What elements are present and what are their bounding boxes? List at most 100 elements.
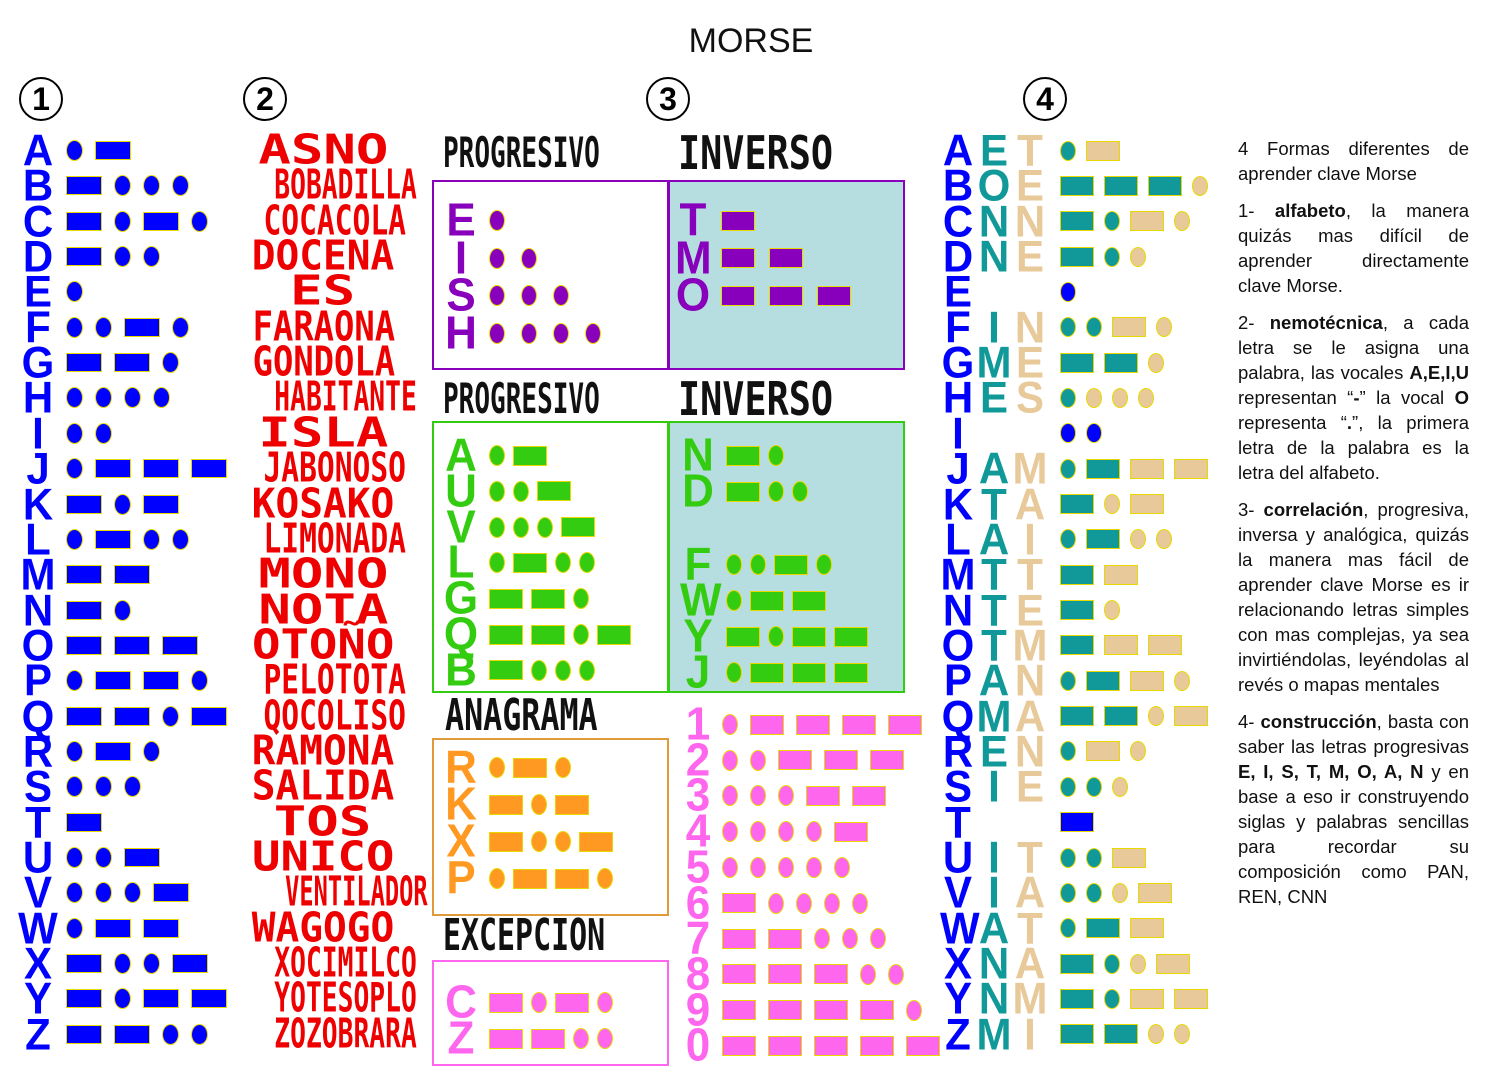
morse-dash xyxy=(768,1000,802,1021)
morse-dot xyxy=(1086,387,1102,408)
morse-dash xyxy=(1138,882,1172,903)
mnemonic-word: HABITANTE xyxy=(248,377,416,418)
morse-dash xyxy=(597,624,631,645)
alphabet-row: K xyxy=(18,479,179,529)
morse-code xyxy=(489,659,595,681)
alphabet-row: C xyxy=(18,196,208,246)
morse-dot xyxy=(1060,140,1076,161)
morse-code xyxy=(1104,494,1164,514)
morse-dot xyxy=(726,662,742,683)
correlation-letter: X xyxy=(446,815,476,868)
morse-dot xyxy=(1148,1024,1164,1045)
morse-dot xyxy=(489,210,505,231)
morse-dot xyxy=(806,821,822,843)
morse-dot xyxy=(489,247,505,269)
morse-dot xyxy=(489,445,505,466)
alphabet-letter: C xyxy=(22,196,54,246)
morse-dot xyxy=(95,316,112,338)
morse-code xyxy=(1104,600,1120,621)
morse-dot xyxy=(1104,494,1120,514)
morse-dot xyxy=(1086,423,1102,444)
morse-dash xyxy=(489,624,523,645)
morse-code xyxy=(726,590,826,611)
morse-code xyxy=(1130,670,1190,691)
morse-dash xyxy=(1060,600,1094,621)
construction-code xyxy=(1060,1024,1190,1045)
morse-dot xyxy=(1138,387,1154,408)
correlation-letter: I xyxy=(454,232,468,284)
morse-dot xyxy=(95,776,112,798)
morse-dot xyxy=(143,246,160,268)
mnemonic-word: GONDOLA xyxy=(248,342,398,383)
morse-code xyxy=(489,794,589,815)
morse-dot xyxy=(489,285,505,306)
morse-dot xyxy=(585,322,601,344)
morse-code xyxy=(66,210,208,232)
alphabet-letter: K xyxy=(22,479,54,529)
morse-dash xyxy=(1104,564,1138,585)
morse-code xyxy=(66,528,189,550)
alphabet-row: Y xyxy=(18,977,227,1021)
morse-dot xyxy=(1104,953,1120,974)
morse-code xyxy=(489,445,547,466)
morse-code xyxy=(722,785,886,807)
correlation-letter: T xyxy=(679,194,707,247)
morse-dot xyxy=(778,821,794,843)
number-row: 1 xyxy=(680,701,922,748)
construction-code xyxy=(1060,423,1102,444)
morse-code xyxy=(1130,246,1146,267)
morse-code xyxy=(66,670,208,692)
morse-dot xyxy=(162,352,179,374)
morse-dash xyxy=(561,517,595,538)
morse-code xyxy=(66,352,179,374)
morse-code xyxy=(66,140,131,161)
number-digit: 6 xyxy=(685,877,711,929)
morse-dot xyxy=(750,554,766,575)
mnemonic-word: FARAONA xyxy=(248,307,398,348)
correlation-row: K xyxy=(443,781,589,828)
construction-part: N xyxy=(978,196,1010,246)
morse-code xyxy=(726,554,832,575)
morse-dash xyxy=(124,848,160,867)
morse-dash xyxy=(769,248,803,268)
mnemonic-word-text: OTOÑO xyxy=(251,621,395,669)
morse-dash xyxy=(768,964,802,985)
morse-dot xyxy=(1060,741,1076,762)
mnemonic-word: XOCIMILCO xyxy=(248,943,416,984)
section-number-2: 2 xyxy=(243,77,287,121)
correlation-letter: L xyxy=(447,537,475,589)
morse-dash xyxy=(1130,670,1164,691)
correlation-row: L xyxy=(443,537,595,589)
construction-part: T xyxy=(981,585,1007,635)
morse-dash xyxy=(792,662,826,683)
number-digit: 4 xyxy=(685,805,711,858)
construction-letter: Z xyxy=(945,1009,971,1059)
morse-code xyxy=(1112,847,1146,868)
morse-dot xyxy=(95,882,112,904)
morse-code xyxy=(722,892,868,914)
construction-part: A xyxy=(1014,691,1046,741)
alphabet-row: J xyxy=(18,447,227,491)
alphabet-row: Z xyxy=(18,1012,208,1056)
morse-dot xyxy=(172,175,189,197)
morse-dot xyxy=(778,785,794,807)
morse-dot xyxy=(1086,317,1102,338)
morse-dot xyxy=(143,953,160,975)
morse-dot xyxy=(95,847,112,868)
mnemonic-word: OTOÑO xyxy=(248,621,398,669)
correlation-letter: C xyxy=(445,976,477,1029)
morse-dash xyxy=(834,626,868,647)
morse-dash xyxy=(1130,494,1164,514)
alphabet-letter: O xyxy=(21,620,55,671)
alphabet-row: I xyxy=(18,411,112,455)
correlation-row: I xyxy=(443,232,537,284)
morse-dot xyxy=(114,599,131,621)
morse-dot xyxy=(792,481,808,502)
morse-dash xyxy=(143,989,179,1009)
construction-part: I xyxy=(988,832,1000,883)
